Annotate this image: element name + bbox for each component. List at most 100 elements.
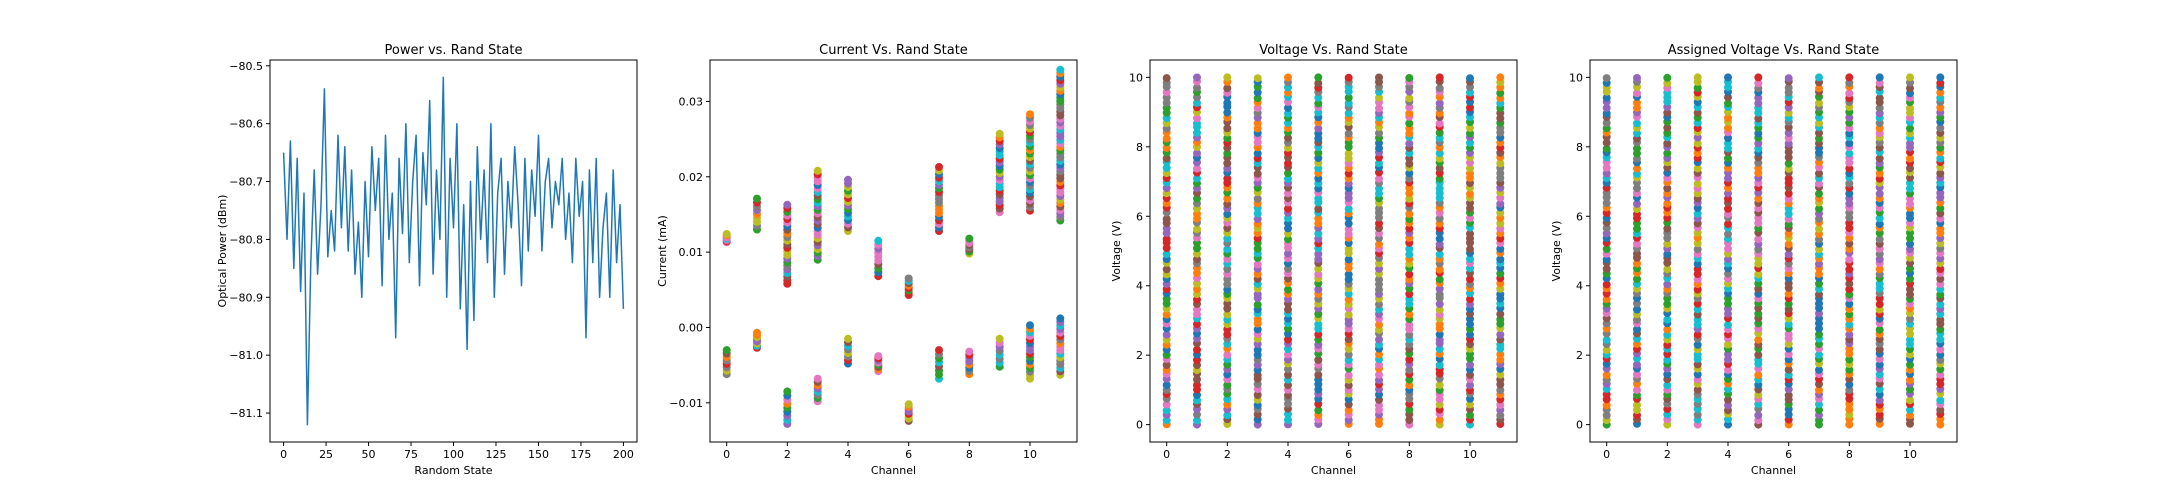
data-point: [1314, 229, 1323, 238]
data-point: [1193, 128, 1201, 137]
x-tick-label: 0: [1163, 448, 1170, 461]
data-point: [1633, 129, 1641, 138]
data-point: [1754, 139, 1763, 148]
data-point: [1602, 255, 1611, 264]
data-point: [1405, 310, 1414, 319]
data-point: [1253, 410, 1262, 419]
data-point: [1435, 381, 1444, 389]
data-point: [1253, 209, 1262, 218]
data-point: [1754, 129, 1763, 138]
data-point: [1314, 194, 1323, 203]
data-point: [1845, 149, 1854, 158]
data-point: [1602, 335, 1611, 344]
y-tick-label: 2: [1576, 349, 1583, 362]
data-point: [1435, 275, 1444, 284]
data-point: [1936, 365, 1945, 374]
data-point: [1314, 270, 1323, 279]
data-point: [1754, 350, 1763, 359]
data-point: [1875, 396, 1884, 405]
data-point: [1344, 344, 1353, 353]
data-point: [1496, 350, 1505, 359]
chart-title: Assigned Voltage Vs. Rand State: [1668, 43, 1880, 58]
data-point: [995, 334, 1004, 343]
data-point: [1784, 229, 1793, 238]
data-point: [1936, 325, 1945, 334]
data-point: [1754, 114, 1763, 123]
data-point: [995, 129, 1004, 138]
data-point: [1875, 214, 1884, 223]
data-point: [1344, 245, 1353, 253]
data-point: [1223, 98, 1232, 107]
data-point: [1754, 93, 1763, 102]
data-point: [1405, 365, 1414, 374]
data-point: [1784, 410, 1793, 419]
data-point: [1663, 149, 1672, 158]
data-point: [1815, 119, 1823, 128]
data-point: [1693, 245, 1702, 254]
data-point: [1906, 264, 1914, 273]
data-point: [1693, 285, 1702, 294]
data-point: [1906, 335, 1914, 344]
data-point: [1284, 305, 1292, 314]
y-tick-label: −81.0: [229, 349, 263, 362]
data-point: [1344, 129, 1353, 138]
data-point: [1496, 73, 1505, 82]
y-axis-label: Optical Power (dBm): [216, 195, 229, 308]
data-point: [1466, 330, 1474, 339]
data-point: [1906, 385, 1914, 394]
data-point: [1663, 108, 1672, 117]
x-tick-label: 50: [362, 448, 376, 461]
data-point: [935, 346, 943, 355]
x-tick-label: 8: [966, 448, 973, 461]
data-point: [1405, 189, 1414, 198]
data-point: [1026, 321, 1034, 330]
plot-area: [282, 76, 625, 426]
y-tick-label: 0: [1136, 419, 1143, 432]
data-point: [1724, 365, 1732, 374]
plot-area: [1162, 73, 1505, 429]
data-point: [1815, 290, 1823, 299]
data-point: [1663, 224, 1672, 233]
data-point: [1405, 109, 1414, 118]
data-point: [1845, 285, 1854, 294]
data-point: [1875, 235, 1884, 244]
data-point: [1162, 265, 1171, 274]
data-point: [1815, 350, 1823, 359]
data-point: [1253, 244, 1262, 253]
data-point: [1784, 210, 1793, 218]
x-tick-label: 75: [404, 448, 418, 461]
data-point: [1936, 169, 1945, 178]
data-point: [1314, 79, 1323, 88]
data-point: [1784, 83, 1793, 92]
data-point: [1906, 209, 1914, 218]
data-point: [1815, 245, 1823, 254]
data-point: [783, 200, 792, 209]
data-point: [1496, 370, 1505, 379]
y-axis-label: Voltage (V): [1110, 221, 1123, 282]
data-point: [1375, 240, 1383, 249]
data-point: [1663, 213, 1672, 222]
x-axis-label: Channel: [1751, 464, 1796, 477]
data-point: [1754, 259, 1763, 268]
data-point: [753, 328, 761, 337]
data-point: [904, 274, 913, 283]
data-point: [1754, 371, 1763, 380]
data-point: [1936, 154, 1945, 163]
data-point: [1602, 103, 1611, 112]
data-point: [1633, 98, 1641, 107]
chart-title: Current Vs. Rand State: [819, 43, 968, 58]
x-tick-label: 100: [443, 448, 464, 461]
data-point: [1906, 164, 1914, 173]
data-point: [1906, 314, 1914, 323]
y-axis-label: Voltage (V): [1550, 221, 1563, 282]
data-point: [1193, 114, 1201, 123]
x-tick-label: 175: [570, 448, 591, 461]
data-point: [1375, 204, 1383, 213]
data-point: [1663, 73, 1672, 82]
data-point: [1906, 376, 1914, 384]
data-point: [1375, 320, 1383, 329]
data-point: [1875, 104, 1884, 113]
data-point: [1344, 255, 1353, 264]
data-point: [1784, 299, 1793, 308]
data-point: [1875, 345, 1884, 354]
